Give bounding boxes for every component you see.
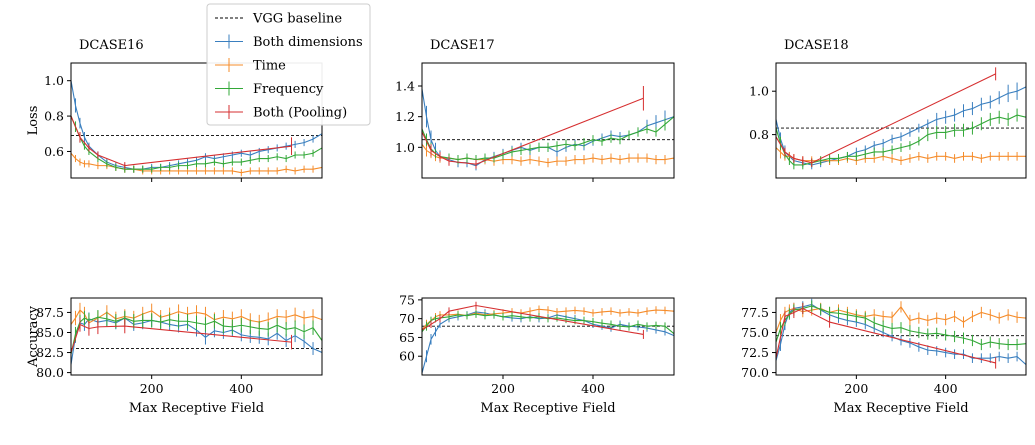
y-tick-label: 60 (399, 349, 415, 364)
x-axis-label: Max Receptive Field (480, 401, 615, 416)
y-tick-label: 1.4 (395, 79, 415, 94)
legend-entry-both: Both dimensions (215, 34, 363, 50)
panel-title: DCASE17 (430, 38, 495, 53)
series-group (422, 76, 674, 171)
x-tick-label: 200 (491, 381, 515, 396)
x-tick-label: 200 (844, 381, 868, 396)
panel-dcase16-accuracy: 80.0 82.5 85.0 87.5 200 400 Accuracy Max Recept… (26, 297, 323, 416)
series-group (422, 301, 674, 375)
panel-dcase17-loss: 1.0 1.2 1.4 DCASE17 (395, 38, 675, 182)
axes-frame (70, 297, 323, 376)
x-tick-label: 400 (229, 381, 253, 396)
y-axis-label: Loss (26, 106, 41, 136)
legend-box (206, 3, 371, 126)
panel-title: DCASE18 (784, 38, 849, 53)
y-tick-label: 75.0 (741, 325, 769, 340)
y-tick-label: 1.0 (395, 140, 415, 155)
legend-label: Frequency (253, 82, 324, 97)
legend-entry-pool: Both (Pooling) (215, 105, 347, 121)
y-tick-label: 75 (399, 292, 415, 307)
legend: VGG baseline Both dimensions Time Frequency… (206, 3, 371, 126)
y-tick-label: 72.5 (741, 345, 769, 360)
y-tick-label: 77.5 (741, 305, 769, 320)
legend-entry-time: Time (215, 58, 286, 74)
legend-label: VGG baseline (252, 12, 342, 27)
panel-dcase18-loss: 0.8 1.0 DCASE18 (749, 38, 1027, 182)
series-line-pool (422, 97, 644, 165)
axes-frame (421, 62, 675, 179)
y-tick-label: 87.5 (36, 305, 64, 320)
legend-entry-vgg: VGG baseline (215, 12, 342, 27)
y-tick-label: 82.5 (36, 345, 64, 360)
y-tick-label: 1.0 (44, 73, 64, 88)
panel-dcase17-accuracy: 60 65 70 75 200 400 Max Receptive Field (399, 292, 675, 416)
y-tick-label: 0.6 (44, 144, 64, 159)
axes-frame (775, 62, 1027, 179)
series-group (71, 71, 322, 177)
y-tick-label: 65 (399, 330, 415, 345)
series-line-pool (71, 323, 292, 353)
x-axis-label: Max Receptive Field (833, 401, 968, 416)
series-group (776, 67, 1026, 170)
x-tick-label: 200 (140, 381, 164, 396)
axes-frame (775, 297, 1027, 376)
series-line-pool (776, 307, 996, 364)
series-line-pool (776, 73, 996, 164)
series-group (71, 302, 322, 371)
y-tick-label: 80.0 (36, 365, 64, 380)
y-tick-label: 0.8 (749, 127, 769, 142)
panel-dcase18-accuracy: 70.0 72.5 75.0 77.5 200 400 Max Receptive Fiel… (741, 297, 1027, 416)
panel-title: DCASE16 (79, 38, 144, 53)
x-tick-label: 400 (581, 381, 605, 396)
y-tick-label: 1.0 (749, 84, 769, 99)
y-tick-label: 70 (399, 311, 415, 326)
series-line-both (776, 86, 1026, 166)
legend-label: Time (253, 59, 286, 74)
axes-frame (421, 297, 675, 376)
x-tick-label: 400 (934, 381, 958, 396)
panel-dcase16-loss: 0.6 0.8 1.0 DCASE16 Loss (26, 38, 323, 182)
y-tick-label: 70.0 (741, 365, 769, 380)
y-tick-label: 0.8 (44, 109, 64, 124)
y-tick-label: 1.2 (395, 109, 415, 124)
y-axis-label: Accuracy (26, 305, 41, 368)
legend-entry-freq: Frequency (215, 81, 324, 97)
legend-label: Both dimensions (253, 35, 363, 50)
series-line-pool (422, 304, 644, 335)
panels: 0.6 0.8 1.0 DCASE16 Loss 1.0 1.2 1.4 DCASE17 0.8 1… (26, 38, 1027, 416)
series-group (776, 298, 1026, 370)
series-line-freq (422, 116, 674, 161)
y-tick-label: 85.0 (36, 325, 64, 340)
series-line-pool (71, 115, 292, 167)
legend-label: Both (Pooling) (253, 106, 347, 121)
x-axis-label: Max Receptive Field (129, 401, 264, 416)
